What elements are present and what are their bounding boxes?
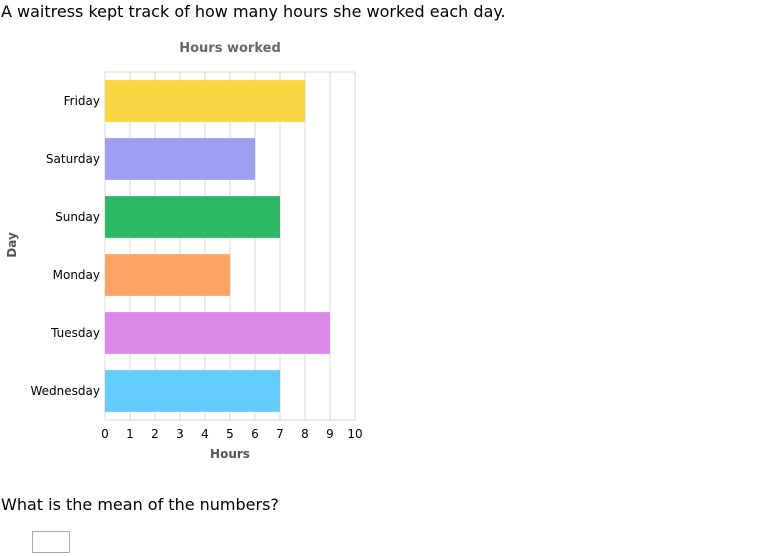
problem-statement: A waitress kept track of how many hours … (1, 2, 506, 21)
x-tick-labels: 0 1 2 3 4 5 6 7 8 9 10 (101, 427, 362, 441)
x-tick-label-7: 7 (276, 427, 284, 441)
answer-input[interactable] (32, 531, 70, 553)
x-tick-label-0: 0 (101, 427, 109, 441)
category-label-sunday: Sunday (55, 210, 100, 224)
x-tick-label-6: 6 (251, 427, 259, 441)
category-labels: Friday Saturday Sunday Monday Tuesday Wednesd… (31, 94, 100, 398)
x-tick-label-9: 9 (326, 427, 334, 441)
x-axis-label: Hours (210, 447, 250, 461)
category-label-monday: Monday (53, 268, 100, 282)
x-tick-label-1: 1 (126, 427, 134, 441)
category-label-friday: Friday (64, 94, 100, 108)
x-tick-label-8: 8 (301, 427, 309, 441)
x-tick-label-4: 4 (201, 427, 209, 441)
bar-chart: Hours worked Friday Saturday Sunday Monday T… (5, 41, 363, 461)
x-tick-label-10: 10 (347, 427, 362, 441)
category-label-saturday: Saturday (46, 152, 100, 166)
bar-friday (105, 80, 305, 122)
gridlines (104, 71, 356, 421)
bar-tuesday (105, 312, 330, 354)
x-tick-label-2: 2 (151, 427, 159, 441)
x-tick-label-5: 5 (226, 427, 234, 441)
category-label-wednesday: Wednesday (31, 384, 100, 398)
bars (105, 80, 330, 412)
bar-monday (105, 254, 230, 296)
x-tick-label-3: 3 (176, 427, 184, 441)
y-axis-label: Day (5, 232, 19, 258)
bar-sunday (105, 196, 280, 238)
chart-title: Hours worked (179, 41, 281, 56)
bar-wednesday (105, 370, 280, 412)
category-label-tuesday: Tuesday (50, 326, 100, 340)
question-text: What is the mean of the numbers? (1, 495, 279, 514)
bar-saturday (105, 138, 255, 180)
